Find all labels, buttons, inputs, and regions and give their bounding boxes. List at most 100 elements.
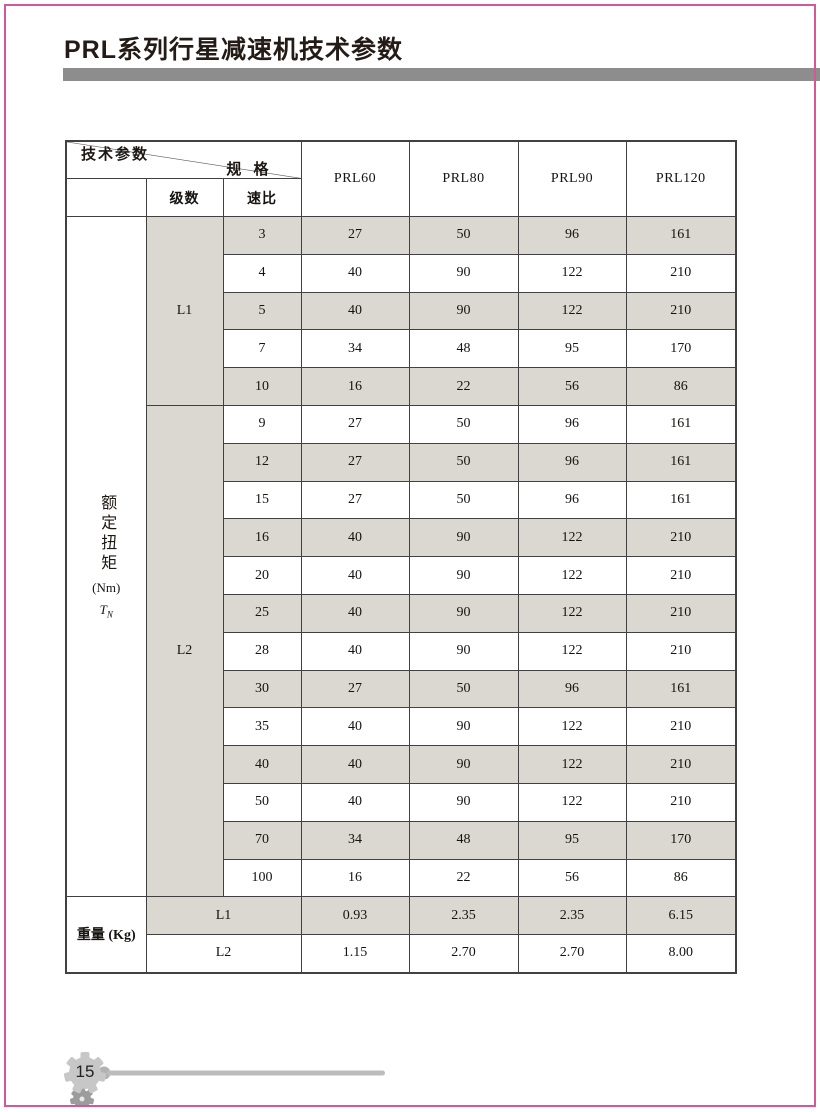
value-cell: 122 bbox=[517, 783, 627, 822]
value-cell: 90 bbox=[408, 253, 519, 293]
value-cell: 96 bbox=[517, 405, 627, 444]
value-cell: 90 bbox=[408, 745, 519, 785]
title-underline-bar bbox=[63, 68, 820, 81]
value-cell: 210 bbox=[625, 291, 737, 331]
ratio-cell: 5 bbox=[222, 291, 302, 331]
corner-label-params: 技术参数 bbox=[81, 146, 150, 164]
value-cell: 40 bbox=[300, 745, 410, 785]
stage-cell-l1: L1 bbox=[145, 216, 224, 407]
value-cell: 90 bbox=[408, 291, 519, 331]
value-cell: 96 bbox=[517, 669, 627, 709]
table-row: 7 34 48 95 170 bbox=[66, 329, 737, 369]
column-header-prl80: PRL80 bbox=[408, 140, 519, 218]
table-row: 100 16 22 56 86 bbox=[66, 858, 737, 898]
corner-label-spec: 规 格 bbox=[226, 161, 273, 178]
value-cell: 161 bbox=[625, 669, 737, 709]
value-cell: 170 bbox=[625, 329, 737, 369]
value-cell: 40 bbox=[300, 253, 410, 293]
value-cell: 16 bbox=[300, 367, 410, 407]
value-cell: 40 bbox=[300, 291, 410, 331]
ratio-cell: 4 bbox=[222, 253, 302, 293]
value-cell: 210 bbox=[625, 745, 737, 785]
value-cell: 48 bbox=[408, 820, 519, 860]
table-row: 70 34 48 95 170 bbox=[66, 820, 737, 860]
value-cell: 90 bbox=[408, 518, 519, 558]
page-title: PRL系列行星减速机技术参数 bbox=[64, 36, 404, 64]
value-cell: 96 bbox=[517, 442, 627, 482]
value-cell: 8.00 bbox=[625, 934, 737, 974]
value-cell: 86 bbox=[625, 858, 737, 898]
weight-stage-cell: L1 bbox=[145, 896, 302, 936]
value-cell: 2.35 bbox=[408, 896, 519, 936]
footer-line bbox=[107, 1070, 385, 1076]
weight-row-l2: L2 1.15 2.70 2.70 8.00 bbox=[66, 934, 737, 974]
value-cell: 210 bbox=[625, 518, 737, 558]
value-cell: 34 bbox=[300, 329, 410, 369]
ratio-cell: 9 bbox=[222, 405, 302, 444]
value-cell: 95 bbox=[517, 329, 627, 369]
value-cell: 50 bbox=[408, 669, 519, 709]
ratio-cell: 3 bbox=[222, 216, 302, 255]
value-cell: 122 bbox=[517, 556, 627, 596]
value-cell: 210 bbox=[625, 556, 737, 596]
ratio-cell: 10 bbox=[222, 367, 302, 407]
value-cell: 86 bbox=[625, 367, 737, 407]
value-cell: 50 bbox=[408, 405, 519, 444]
column-header-prl60: PRL60 bbox=[300, 140, 410, 218]
ratio-cell: 30 bbox=[222, 669, 302, 709]
page-number-gear-icon bbox=[63, 1052, 107, 1094]
value-cell: 122 bbox=[517, 594, 627, 633]
value-cell: 40 bbox=[300, 631, 410, 671]
value-cell: 90 bbox=[408, 783, 519, 822]
torque-row-label-cell: 额定扭矩 (Nm) TN bbox=[65, 216, 147, 898]
value-cell: 16 bbox=[300, 858, 410, 898]
value-cell: 48 bbox=[408, 329, 519, 369]
ratio-cell: 28 bbox=[222, 631, 302, 671]
subheader-ratio: 速比 bbox=[222, 178, 302, 218]
value-cell: 210 bbox=[625, 253, 737, 293]
value-cell: 27 bbox=[300, 669, 410, 709]
value-cell: 96 bbox=[517, 480, 627, 520]
table-row: 35 40 90 122 210 bbox=[66, 707, 737, 747]
column-header-prl120: PRL120 bbox=[625, 140, 737, 218]
weight-stage-cell: L2 bbox=[145, 934, 302, 974]
table-row: 40 40 90 122 210 bbox=[66, 745, 737, 785]
ratio-cell: 100 bbox=[222, 858, 302, 898]
value-cell: 2.70 bbox=[517, 934, 627, 974]
value-cell: 50 bbox=[408, 480, 519, 520]
value-cell: 122 bbox=[517, 631, 627, 671]
stage-cell-l2: L2 bbox=[145, 405, 224, 898]
table-row: 10 16 22 56 86 bbox=[66, 367, 737, 407]
table-row: 5 40 90 122 210 bbox=[66, 291, 737, 331]
ratio-cell: 15 bbox=[222, 480, 302, 520]
value-cell: 56 bbox=[517, 858, 627, 898]
value-cell: 90 bbox=[408, 594, 519, 633]
value-cell: 27 bbox=[300, 405, 410, 444]
ratio-cell: 16 bbox=[222, 518, 302, 558]
table-row: 12 27 50 96 161 bbox=[66, 442, 737, 482]
value-cell: 161 bbox=[625, 480, 737, 520]
spec-table: 规 格 技术参数 PRL60 PRL80 PRL90 PRL120 级数 速比 … bbox=[65, 140, 737, 974]
header-row-sub: 级数 速比 bbox=[65, 178, 736, 218]
value-cell: 210 bbox=[625, 594, 737, 633]
value-cell: 210 bbox=[625, 707, 737, 747]
ratio-cell: 40 bbox=[222, 745, 302, 785]
value-cell: 27 bbox=[300, 216, 410, 255]
value-cell: 161 bbox=[625, 405, 737, 444]
value-cell: 122 bbox=[517, 518, 627, 558]
value-cell: 6.15 bbox=[625, 896, 737, 936]
value-cell: 2.70 bbox=[408, 934, 519, 974]
torque-vertical-label: 额定扭矩 bbox=[98, 493, 116, 574]
ratio-cell: 20 bbox=[222, 556, 302, 596]
ratio-cell: 25 bbox=[222, 594, 302, 633]
value-cell: 50 bbox=[408, 442, 519, 482]
value-cell: 122 bbox=[517, 707, 627, 747]
value-cell: 90 bbox=[408, 707, 519, 747]
ratio-cell: 70 bbox=[222, 820, 302, 860]
table-row: 30 27 50 96 161 bbox=[66, 669, 737, 709]
value-cell: 34 bbox=[300, 820, 410, 860]
value-cell: 161 bbox=[625, 216, 737, 255]
header-row-models: 规 格 技术参数 PRL60 PRL80 PRL90 PRL120 bbox=[65, 140, 737, 218]
value-cell: 40 bbox=[300, 518, 410, 558]
